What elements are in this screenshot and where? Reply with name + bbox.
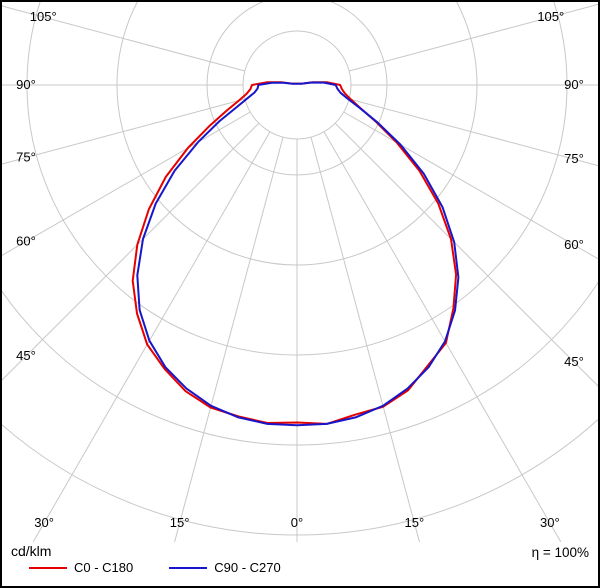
grid-radial-line bbox=[2, 5, 245, 72]
polar-chart: 0° 15° 15° 30° 30° 45° 45° 60° 60° 75° 75° 90° 90° 10… bbox=[2, 2, 598, 542]
polar-chart-area: 0° 15° 15° 30° 30° 45° 45° 60° 60° 75° 75° 90° 90° 10… bbox=[2, 2, 598, 542]
angle-label: 30° bbox=[540, 515, 560, 530]
grid-ring bbox=[2, 281, 598, 446]
legend: C0 - C180 C90 - C270 bbox=[11, 560, 589, 575]
angle-label: 30° bbox=[34, 515, 54, 530]
grid-radial-line bbox=[323, 131, 562, 542]
angle-label: 90° bbox=[564, 77, 584, 92]
grid-radial-line bbox=[2, 122, 260, 381]
grid-radial-line bbox=[2, 111, 251, 256]
grid-radial-line bbox=[349, 98, 598, 167]
legend-top-row: cd/klm η = 100% bbox=[11, 543, 589, 560]
grid-ring bbox=[2, 418, 598, 536]
efficiency-label: η = 100% bbox=[531, 545, 589, 560]
grid-radial-line bbox=[32, 131, 271, 542]
legend-swatch-c0-c180 bbox=[29, 566, 67, 569]
angle-label: 75° bbox=[564, 151, 584, 166]
grid-radial-line bbox=[174, 137, 284, 542]
angle-label: 105° bbox=[537, 9, 564, 24]
angle-label: 90° bbox=[16, 77, 36, 92]
angle-label: 45° bbox=[16, 348, 36, 363]
angle-label: 75° bbox=[16, 150, 36, 165]
angle-label: 15° bbox=[170, 515, 190, 530]
grid-radial-line bbox=[343, 111, 598, 260]
angle-label: 105° bbox=[30, 9, 57, 24]
angle-label: 45° bbox=[564, 354, 584, 369]
angle-label: 60° bbox=[16, 233, 36, 248]
legend-label-c0-c180: C0 - C180 bbox=[74, 560, 134, 575]
legend-item-c0-c180: C0 - C180 bbox=[29, 560, 133, 575]
curve-c90-c270 bbox=[136, 81, 460, 427]
angle-label: 15° bbox=[405, 515, 425, 530]
unit-label: cd/klm bbox=[11, 543, 52, 559]
curve-c0-c180 bbox=[131, 81, 458, 425]
legend-item-c90-c270: C90 - C270 bbox=[169, 560, 281, 575]
angle-label: 60° bbox=[564, 237, 584, 252]
legend-bar: cd/klm η = 100% C0 - C180 C90 - C270 bbox=[2, 542, 598, 586]
legend-label-c90-c270: C90 - C270 bbox=[214, 560, 281, 575]
angle-label: 0° bbox=[291, 515, 303, 530]
grid-radial-line bbox=[310, 137, 420, 542]
grid-radial-line bbox=[349, 3, 598, 72]
grid-radial-line bbox=[2, 98, 245, 165]
grid-radial-line bbox=[334, 122, 598, 387]
legend-swatch-c90-c270 bbox=[169, 566, 208, 569]
